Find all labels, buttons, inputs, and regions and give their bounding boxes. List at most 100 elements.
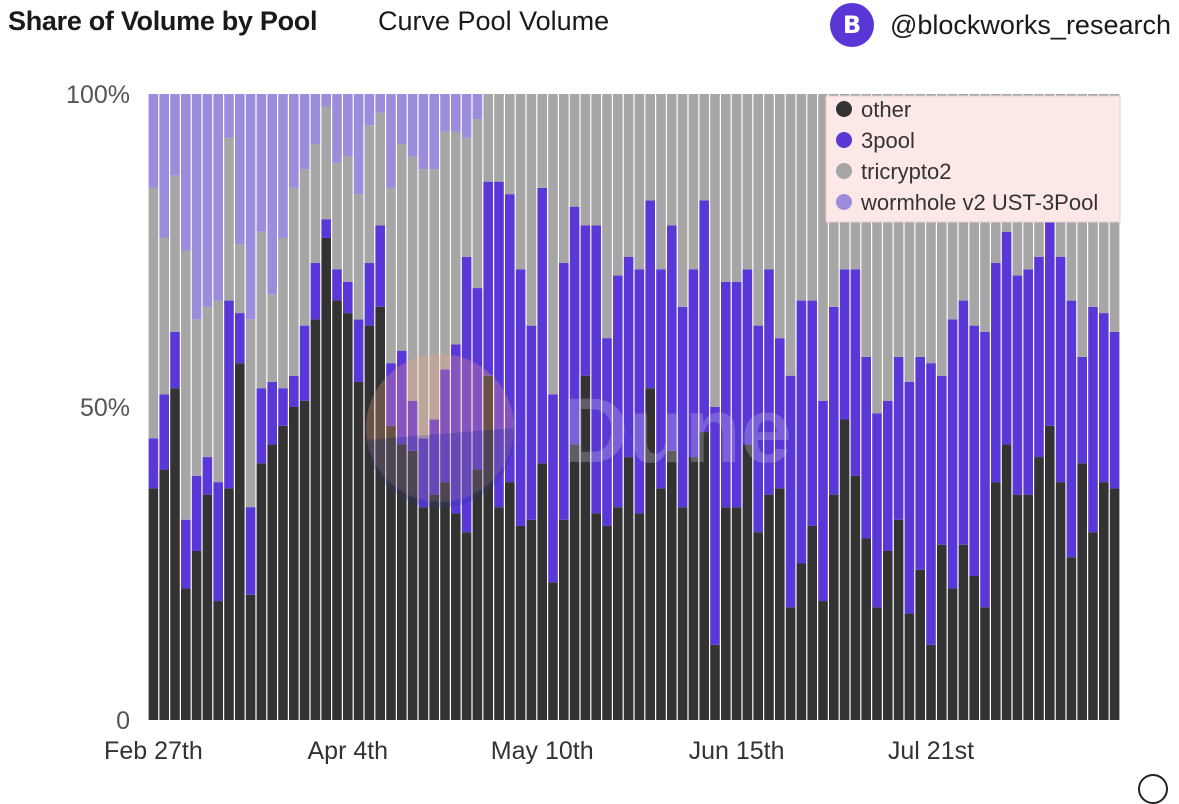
bar-segment-other[interactable]	[710, 644, 720, 720]
bar-segment-other[interactable]	[407, 450, 418, 720]
bar-segment-3pool[interactable]	[148, 438, 159, 489]
bar-segment-tricrypto2[interactable]	[451, 131, 461, 345]
bar-segment-wormhole-v2-ust-3pool[interactable]	[148, 94, 159, 188]
bar-segment-3pool[interactable]	[548, 394, 558, 583]
bar-segment-tricrypto2[interactable]	[569, 94, 580, 207]
bar-segment-other[interactable]	[1077, 463, 1087, 720]
bar-segment-3pool[interactable]	[181, 519, 191, 589]
bar-segment-other[interactable]	[515, 525, 526, 720]
bar-segment-other[interactable]	[181, 588, 191, 720]
bar-segment-3pool[interactable]	[731, 281, 742, 508]
bar-segment-wormhole-v2-ust-3pool[interactable]	[451, 94, 461, 132]
bar-segment-3pool[interactable]	[850, 269, 861, 476]
bar-segment-3pool[interactable]	[710, 407, 720, 645]
bar-segment-tricrypto2[interactable]	[807, 94, 817, 301]
bar-segment-tricrypto2[interactable]	[742, 94, 753, 270]
bar-segment-other[interactable]	[461, 532, 472, 720]
bar-segment-tricrypto2[interactable]	[278, 237, 288, 389]
bar-segment-tricrypto2[interactable]	[213, 300, 223, 483]
bar-segment-3pool[interactable]	[947, 319, 958, 589]
bar-segment-3pool[interactable]	[1099, 313, 1109, 483]
bar-segment-tricrypto2[interactable]	[764, 94, 774, 270]
bar-segment-other[interactable]	[602, 525, 612, 720]
bar-segment-other[interactable]	[148, 488, 159, 720]
bar-segment-tricrypto2[interactable]	[818, 94, 828, 401]
bar-segment-wormhole-v2-ust-3pool[interactable]	[407, 94, 418, 157]
bar-segment-other[interactable]	[1109, 488, 1120, 720]
bar-segment-wormhole-v2-ust-3pool[interactable]	[202, 94, 213, 307]
bar-segment-tricrypto2[interactable]	[548, 94, 558, 395]
bar-segment-3pool[interactable]	[364, 263, 375, 326]
bar-segment-tricrypto2[interactable]	[591, 94, 601, 226]
bar-segment-other[interactable]	[958, 544, 969, 720]
bar-segment-other[interactable]	[289, 407, 299, 720]
bar-segment-3pool[interactable]	[602, 338, 612, 526]
bar-segment-other[interactable]	[807, 525, 817, 720]
bar-segment-3pool[interactable]	[623, 256, 634, 458]
author-badge[interactable]: B @blockworks_research	[829, 2, 1171, 48]
bar-segment-3pool[interactable]	[483, 181, 493, 376]
bar-segment-tricrypto2[interactable]	[710, 94, 720, 407]
bar-segment-wormhole-v2-ust-3pool[interactable]	[256, 94, 267, 232]
bar-segment-wormhole-v2-ust-3pool[interactable]	[213, 94, 223, 301]
bar-segment-other[interactable]	[191, 550, 202, 720]
bar-segment-tricrypto2[interactable]	[893, 94, 904, 357]
bar-segment-other[interactable]	[721, 507, 731, 720]
bar-segment-other[interactable]	[245, 594, 256, 720]
bar-segment-wormhole-v2-ust-3pool[interactable]	[245, 94, 256, 320]
bar-segment-tricrypto2[interactable]	[429, 169, 439, 420]
bar-segment-wormhole-v2-ust-3pool[interactable]	[159, 94, 169, 238]
bar-segment-3pool[interactable]	[267, 381, 277, 445]
bar-segment-tricrypto2[interactable]	[397, 144, 407, 351]
bar-segment-other[interactable]	[839, 419, 850, 720]
bar-segment-other[interactable]	[429, 494, 439, 720]
bar-segment-tricrypto2[interactable]	[224, 137, 234, 301]
bar-segment-other[interactable]	[731, 507, 742, 720]
bar-segment-tricrypto2[interactable]	[267, 294, 277, 382]
bar-segment-3pool[interactable]	[753, 325, 763, 533]
bar-segment-other[interactable]	[850, 475, 861, 720]
bar-segment-3pool[interactable]	[785, 375, 796, 608]
bar-segment-3pool[interactable]	[202, 457, 213, 495]
bar-segment-3pool[interactable]	[407, 400, 418, 451]
bar-segment-3pool[interactable]	[883, 400, 893, 551]
bar-segment-tricrypto2[interactable]	[235, 244, 245, 314]
bar-segment-tricrypto2[interactable]	[343, 156, 353, 282]
bar-segment-3pool[interactable]	[634, 269, 645, 514]
bar-segment-other[interactable]	[915, 569, 925, 720]
bar-segment-other[interactable]	[1034, 457, 1044, 720]
bar-segment-other[interactable]	[785, 607, 796, 720]
bar-segment-3pool[interactable]	[915, 356, 925, 570]
bar-segment-tricrypto2[interactable]	[926, 94, 936, 364]
bar-segment-tricrypto2[interactable]	[623, 94, 634, 257]
bar-segment-3pool[interactable]	[245, 507, 256, 595]
bar-segment-tricrypto2[interactable]	[353, 194, 364, 320]
bar-segment-tricrypto2[interactable]	[699, 94, 709, 201]
bar-segment-other[interactable]	[980, 607, 990, 720]
legend-label[interactable]: 3pool	[861, 128, 915, 153]
bar-segment-wormhole-v2-ust-3pool[interactable]	[299, 94, 310, 170]
bar-segment-tricrypto2[interactable]	[483, 94, 493, 182]
bar-segment-other[interactable]	[170, 388, 180, 720]
bar-segment-3pool[interactable]	[613, 275, 623, 508]
bar-segment-tricrypto2[interactable]	[688, 94, 699, 270]
bar-segment-other[interactable]	[548, 582, 558, 720]
bar-segment-wormhole-v2-ust-3pool[interactable]	[353, 94, 364, 195]
bar-segment-3pool[interactable]	[818, 400, 828, 602]
bar-segment-3pool[interactable]	[569, 206, 580, 445]
bar-segment-3pool[interactable]	[332, 269, 342, 301]
bar-segment-other[interactable]	[883, 550, 893, 720]
bar-segment-tricrypto2[interactable]	[256, 231, 267, 389]
bar-segment-tricrypto2[interactable]	[191, 319, 202, 476]
bar-segment-other[interactable]	[1066, 557, 1077, 720]
bar-segment-tricrypto2[interactable]	[515, 94, 526, 270]
legend-label[interactable]: wormhole v2 UST-3Pool	[860, 190, 1098, 215]
bar-segment-3pool[interactable]	[494, 181, 504, 508]
bar-segment-3pool[interactable]	[677, 306, 688, 508]
bar-segment-other[interactable]	[299, 400, 310, 720]
bar-segment-3pool[interactable]	[159, 394, 169, 470]
bar-segment-tricrypto2[interactable]	[181, 250, 191, 520]
bar-segment-3pool[interactable]	[764, 269, 774, 495]
bar-segment-3pool[interactable]	[591, 225, 601, 514]
bar-segment-3pool[interactable]	[515, 269, 526, 526]
